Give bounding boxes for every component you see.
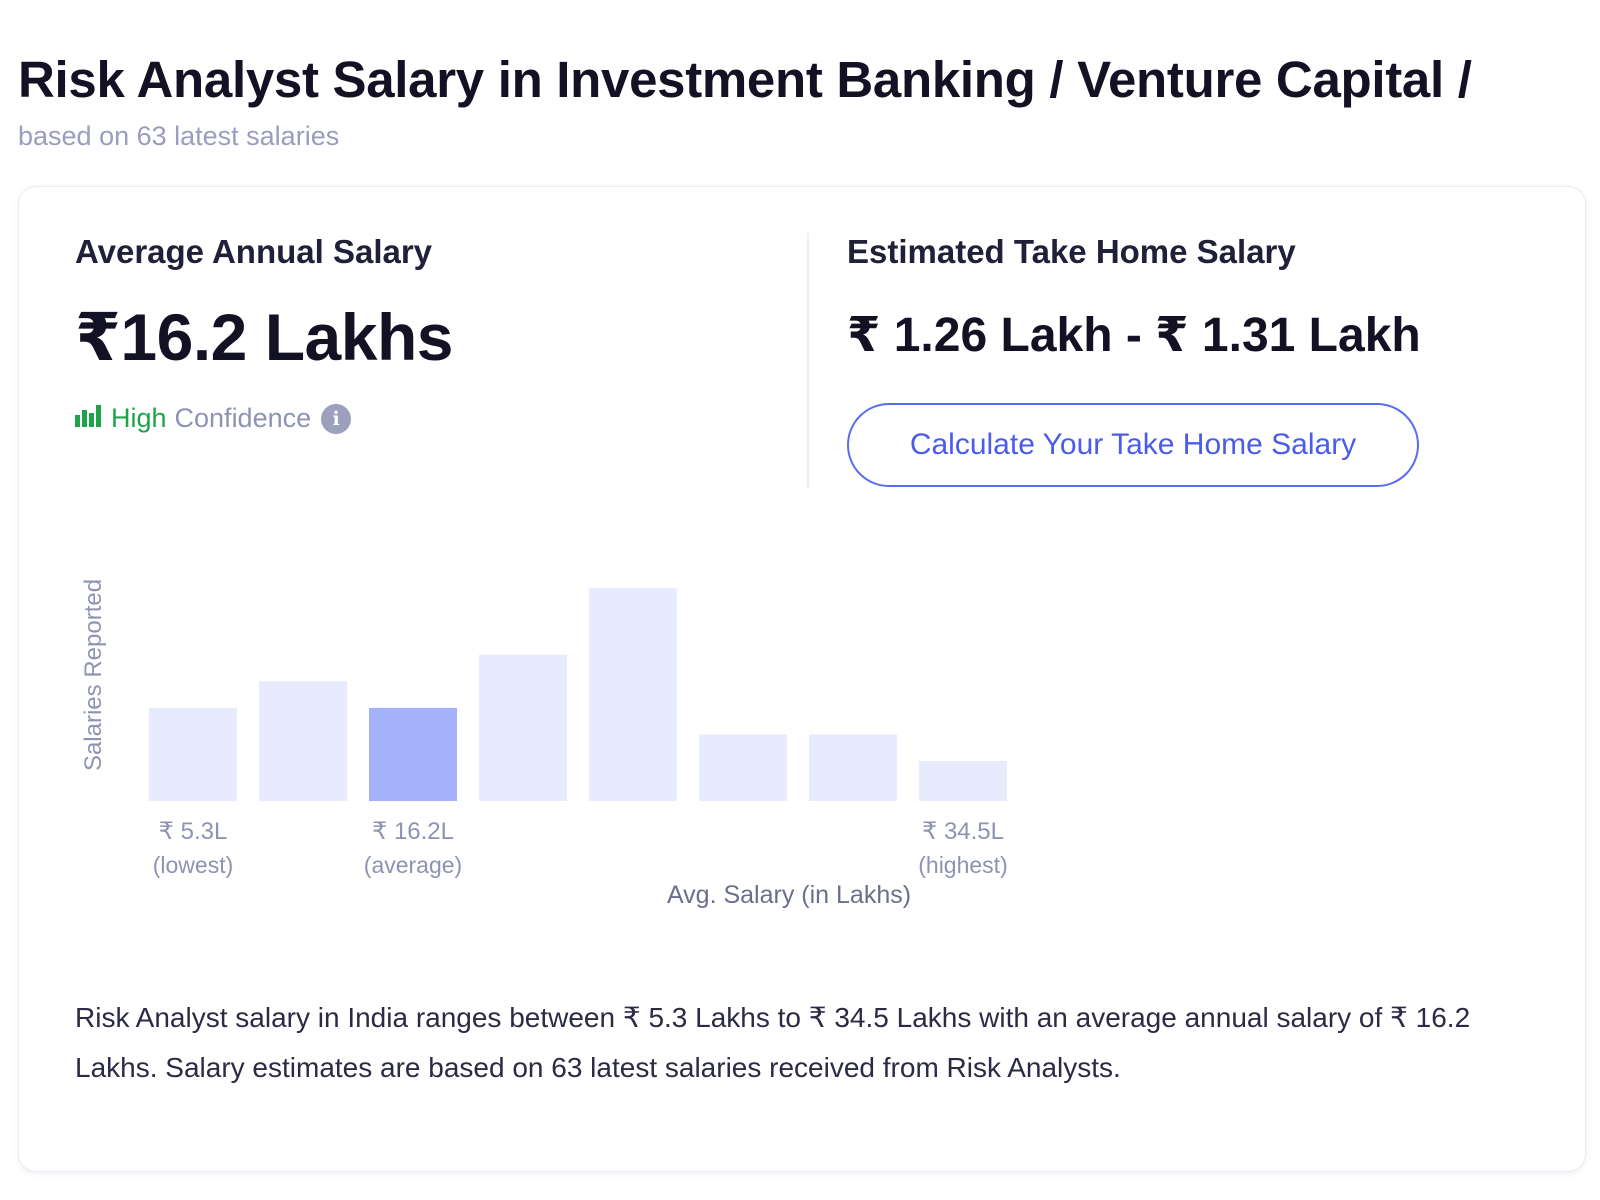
tick-label-note: (lowest) xyxy=(153,852,234,878)
histogram-bar xyxy=(479,654,567,801)
average-salary-label: Average Annual Salary xyxy=(75,233,433,270)
tick-label-value: ₹ 5.3L xyxy=(159,818,228,845)
takehome-salary-value: ₹ 1.26 Lakh - ₹ 1.31 Lakh xyxy=(847,309,1421,362)
salary-card: Average Annual Salary ₹16.2 Lakhs High C… xyxy=(18,186,1586,1172)
histogram-bar xyxy=(259,681,347,801)
y-axis-label: Salaries Reported xyxy=(80,579,107,771)
calculate-takehome-button[interactable]: Calculate Your Take Home Salary xyxy=(847,403,1419,487)
tick-label-value: ₹ 16.2L xyxy=(372,818,454,845)
histogram-bar xyxy=(149,707,237,801)
takehome-salary-label: Estimated Take Home Salary xyxy=(847,233,1296,270)
histogram-bar xyxy=(369,707,457,801)
bar-chart-icon xyxy=(75,403,101,434)
confidence-text: Confidence xyxy=(174,403,312,433)
histogram-bar xyxy=(919,761,1007,801)
histogram-bar xyxy=(589,588,677,801)
confidence-level: High xyxy=(111,403,167,433)
tick-label-note: (average) xyxy=(364,852,462,878)
salary-distribution-chart: ₹ 5.3L (lowest) ₹ 16.2L (average) ₹ 34.5L (hi… xyxy=(80,579,1008,909)
histogram-bar xyxy=(699,734,787,801)
x-axis-label: Avg. Salary (in Lakhs) xyxy=(667,881,911,909)
salary-description: Risk Analyst salary in India ranges betw… xyxy=(75,1002,1471,1083)
tick-label-note: (highest) xyxy=(918,852,1007,878)
confidence-indicator: High Confidence i xyxy=(75,403,352,434)
histogram-bar xyxy=(809,734,897,801)
tick-label-value: ₹ 34.5L xyxy=(922,818,1004,845)
info-icon[interactable]: i xyxy=(321,403,352,434)
average-salary-value: ₹16.2 Lakhs xyxy=(75,300,453,374)
summary-divider xyxy=(807,233,809,489)
page-subtitle: based on 63 latest salaries xyxy=(18,121,340,151)
page-title: Risk Analyst Salary in Investment Bankin… xyxy=(18,51,1472,108)
